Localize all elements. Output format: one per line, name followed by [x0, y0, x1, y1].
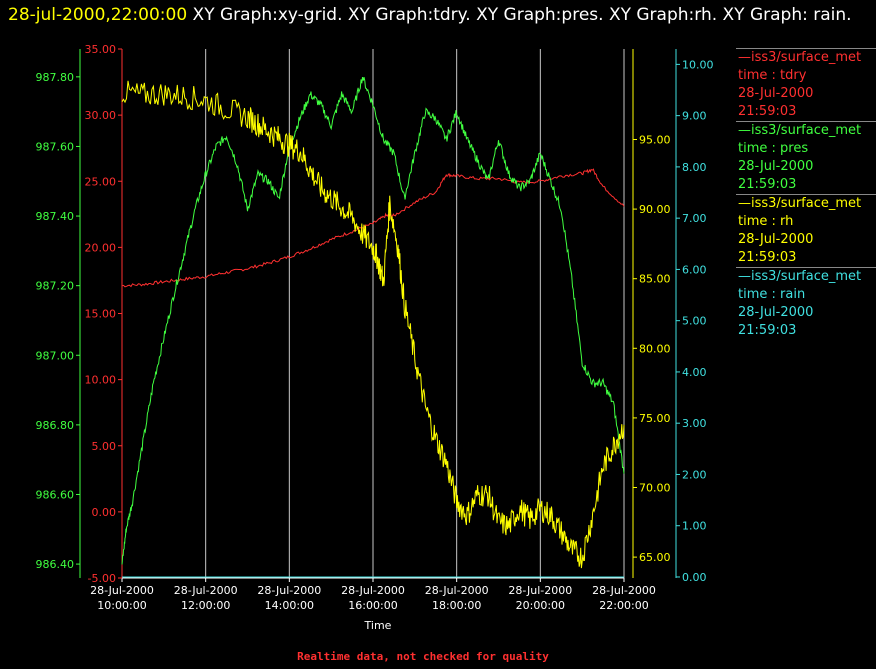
legend-time: 21:59:03: [738, 323, 797, 338]
x-tick-label: 20:00:00: [516, 599, 565, 612]
tdry-tick-label: 5.00: [92, 440, 117, 453]
quality-footer: Realtime data, not checked for quality: [297, 650, 549, 663]
rh-tick-label: 90.00: [639, 203, 671, 216]
title-text: XY Graph:xy-grid. XY Graph:tdry. XY Grap…: [187, 5, 852, 25]
x-tick-label: 28-Jul-2000: [90, 584, 154, 597]
rain-tick-label: 7.00: [682, 212, 707, 225]
rh-tick-label: 70.00: [639, 482, 671, 495]
rh-tick-label: 75.00: [639, 412, 671, 425]
rain-tick-label: 6.00: [682, 263, 707, 276]
x-tick-label: 14:00:00: [265, 599, 314, 612]
legend-date: 28-Jul-2000: [738, 232, 814, 247]
rain-tick-label: 9.00: [682, 110, 707, 123]
pres-tick-label: 986.80: [36, 419, 75, 432]
x-tick-label: 12:00:00: [181, 599, 230, 612]
tdry-tick-label: 0.00: [92, 506, 117, 519]
tdry-tick-label: 30.00: [85, 109, 117, 122]
pres-tick-label: 986.60: [36, 488, 75, 501]
series-rh-line: [121, 80, 625, 569]
x-tick-label: 10:00:00: [97, 599, 146, 612]
legend: —iss3/surface_met time : tdry 28-Jul-2000 2…: [736, 48, 876, 340]
x-tick-label: 28-Jul-2000: [257, 584, 321, 597]
x-axis-label: Time: [364, 619, 392, 632]
rain-tick-label: 2.00: [682, 468, 707, 481]
legend-field: time : tdry: [738, 68, 807, 83]
x-tick-label: 28-Jul-2000: [174, 584, 238, 597]
legend-source: —iss3/surface_met: [738, 123, 862, 138]
pres-tick-label: 987.60: [36, 140, 75, 153]
legend-source: —iss3/surface_met: [738, 50, 862, 65]
pres-tick-label: 986.40: [36, 558, 75, 571]
x-tick-label: 16:00:00: [348, 599, 397, 612]
x-tick-label: 28-Jul-2000: [592, 584, 656, 597]
rain-tick-label: 1.00: [682, 520, 707, 533]
tdry-tick-label: -5.00: [88, 572, 116, 585]
x-tick-label: 28-Jul-2000: [508, 584, 572, 597]
rain-tick-label: 8.00: [682, 161, 707, 174]
tdry-tick-label: 25.00: [85, 175, 117, 188]
pres-tick-label: 987.80: [36, 71, 75, 84]
legend-time: 21:59:03: [738, 250, 797, 265]
rain-tick-label: 3.00: [682, 417, 707, 430]
rain-tick-label: 5.00: [682, 315, 707, 328]
pres-tick-label: 987.40: [36, 210, 75, 223]
rain-tick-label: 4.00: [682, 366, 707, 379]
legend-field: time : pres: [738, 141, 809, 156]
rain-tick-label: 10.00: [682, 58, 714, 71]
rh-tick-label: 95.00: [639, 133, 671, 146]
legend-time: 21:59:03: [738, 104, 797, 119]
legend-date: 28-Jul-2000: [738, 86, 814, 101]
graph-title: 28-jul-2000,22:00:00 XY Graph:xy-grid. X…: [8, 2, 868, 29]
tdry-tick-label: 15.00: [85, 308, 117, 321]
legend-field: time : rain: [738, 287, 806, 302]
legend-time: 21:59:03: [738, 177, 797, 192]
x-tick-label: 22:00:00: [599, 599, 648, 612]
rh-tick-label: 80.00: [639, 342, 671, 355]
x-tick-label: 28-Jul-2000: [425, 584, 489, 597]
legend-date: 28-Jul-2000: [738, 305, 814, 320]
tdry-tick-label: 20.00: [85, 241, 117, 254]
legend-date: 28-Jul-2000: [738, 159, 814, 174]
rain-tick-label: 0.00: [682, 571, 707, 584]
pres-tick-label: 987.20: [36, 280, 75, 293]
series-pres-line: [121, 76, 625, 565]
tdry-tick-label: 35.00: [85, 43, 117, 56]
pres-tick-label: 987.00: [36, 349, 75, 362]
legend-source: —iss3/surface_met: [738, 196, 862, 211]
tdry-tick-label: 10.00: [85, 374, 117, 387]
title-date: 28-jul-2000,22:00:00: [8, 5, 188, 25]
legend-source: —iss3/surface_met: [738, 269, 862, 284]
x-tick-label: 28-Jul-2000: [341, 584, 405, 597]
rh-tick-label: 85.00: [639, 273, 671, 286]
rh-tick-label: 65.00: [639, 551, 671, 564]
legend-field: time : rh: [738, 214, 794, 229]
x-tick-label: 18:00:00: [432, 599, 481, 612]
